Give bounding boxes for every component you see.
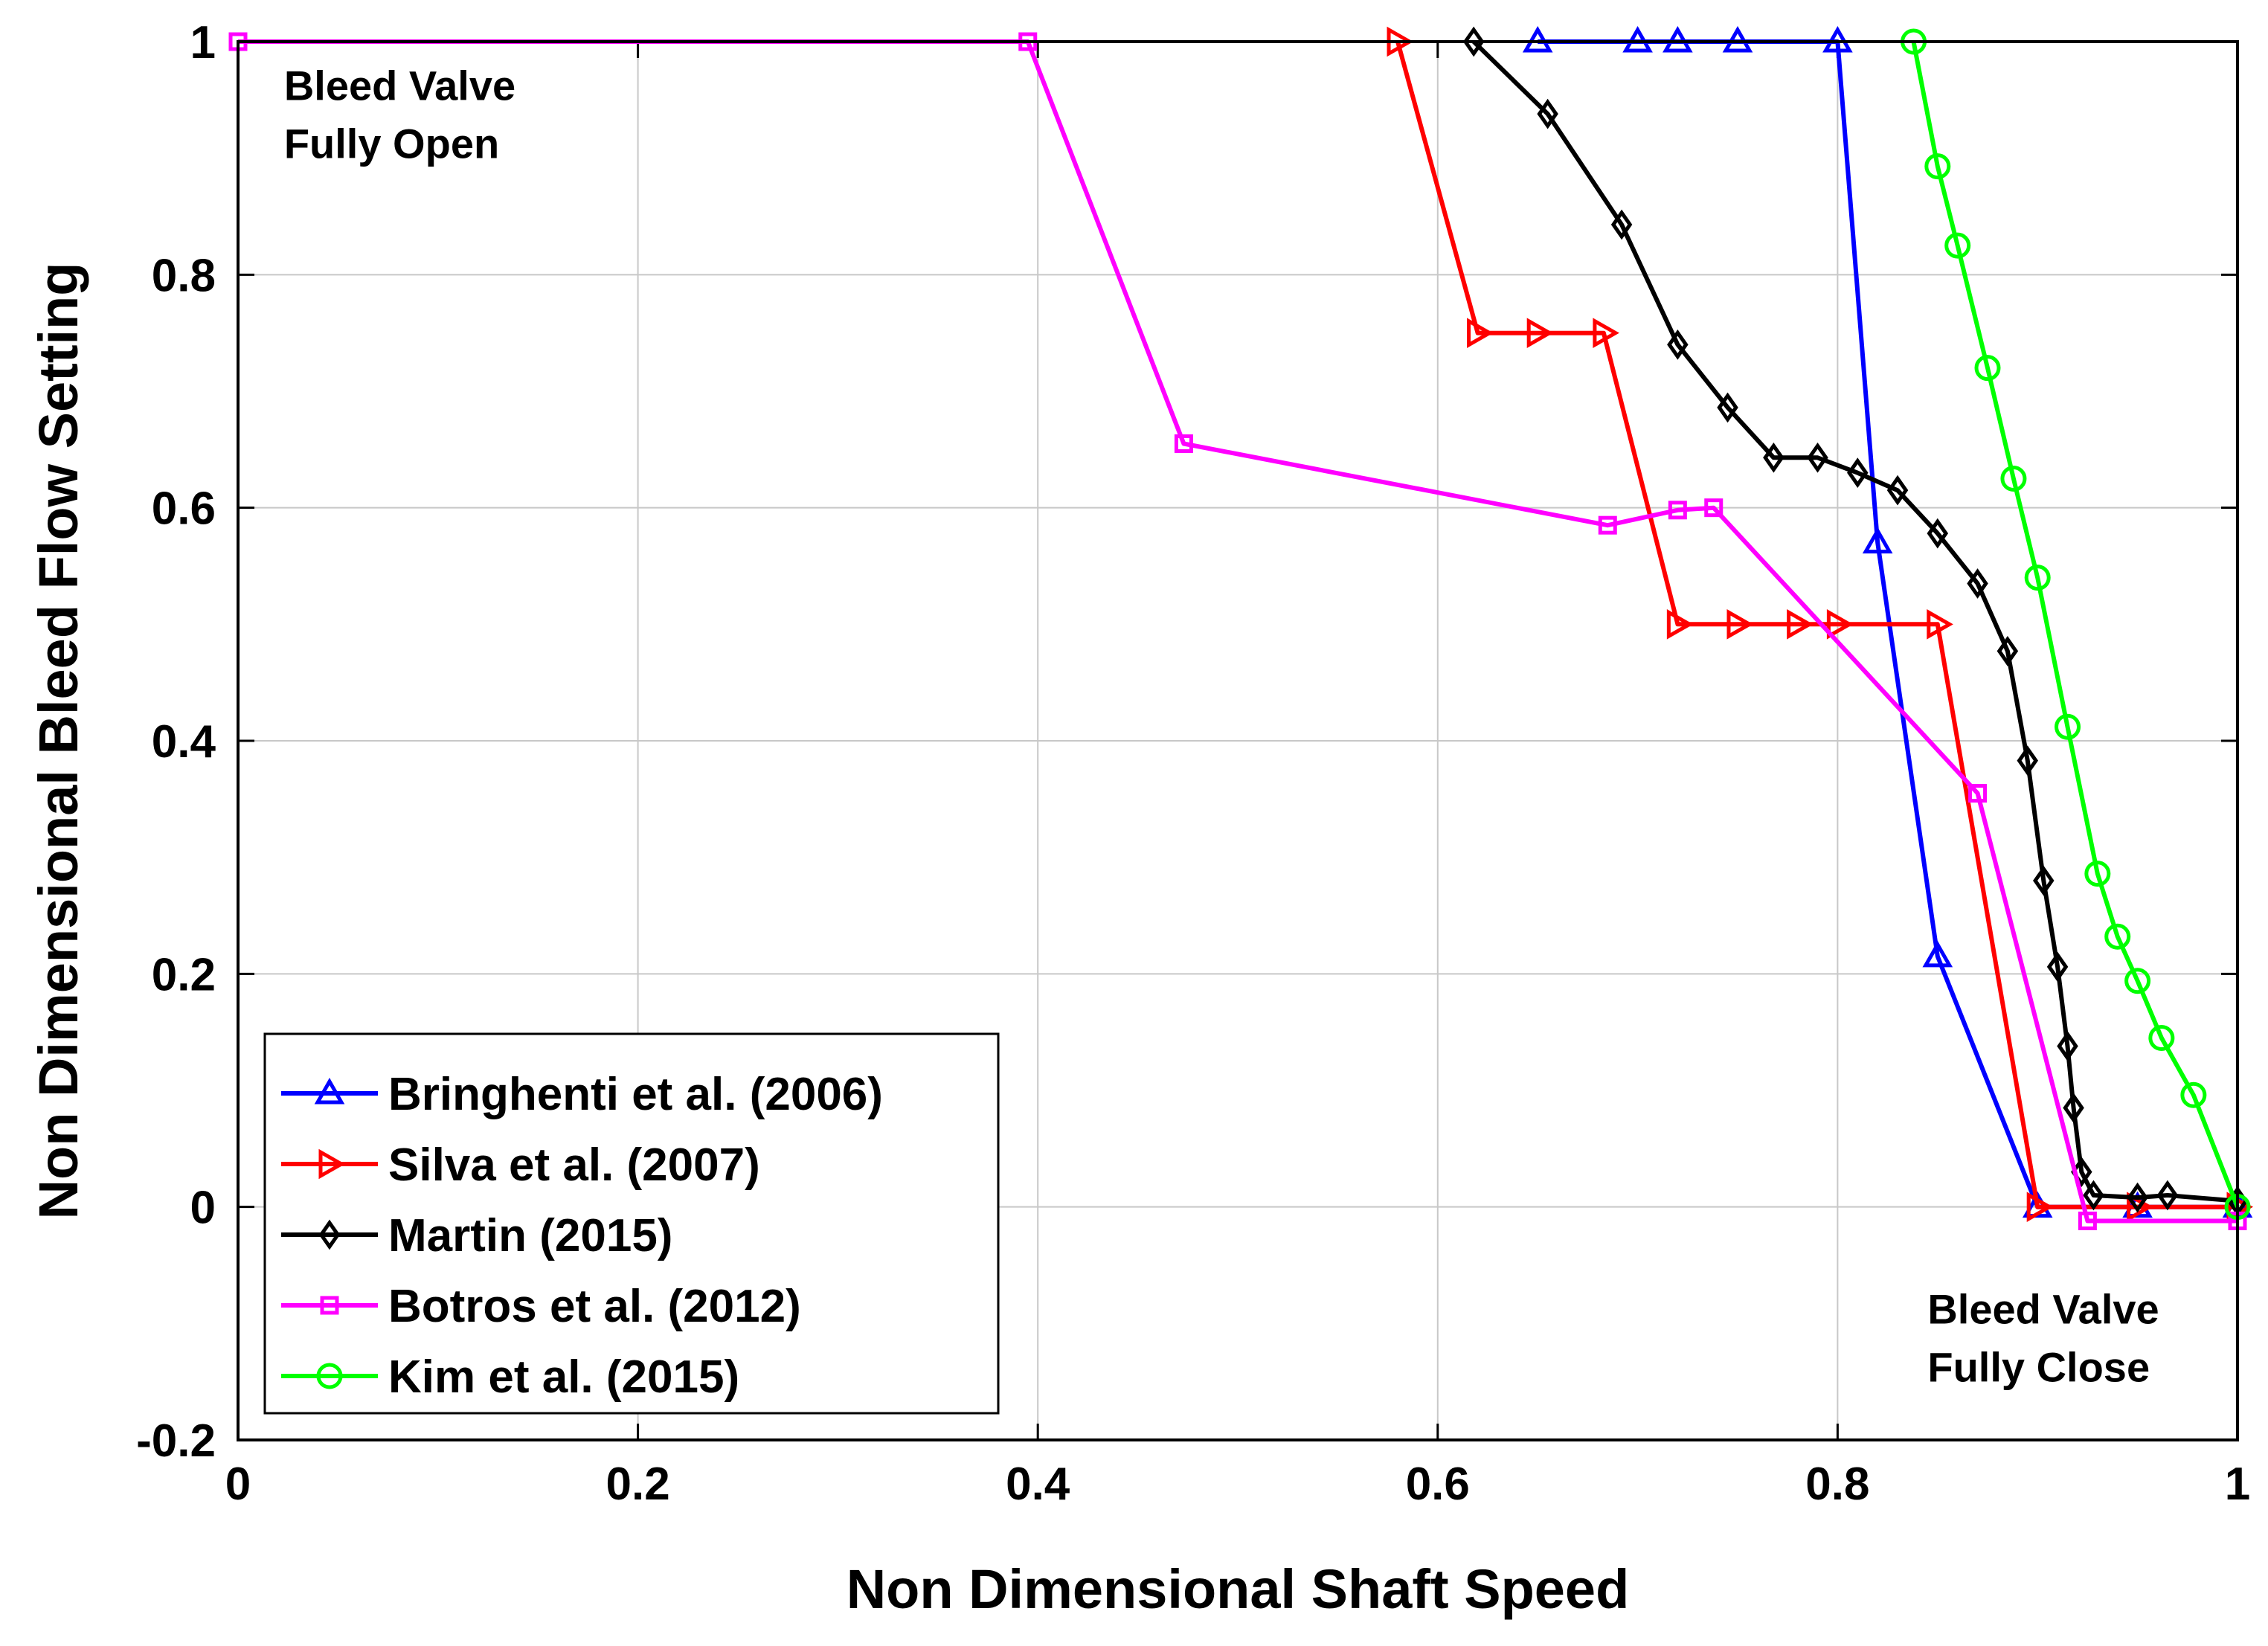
data-point-martin [2156, 1180, 2179, 1211]
data-point-kim [2024, 565, 2051, 591]
annotation-line: Bleed Valve [284, 62, 515, 109]
data-point-martin [2063, 1093, 2084, 1123]
data-point-silva [1593, 318, 1619, 348]
data-point-martin [1717, 392, 1738, 423]
data-point-martin [1667, 329, 1689, 360]
data-point-kim [2124, 968, 2151, 994]
data-point-botros [1668, 501, 1687, 520]
legend-marker [320, 1296, 339, 1315]
data-point-botros [1968, 784, 1988, 803]
y-axis-label: Non Dimensional Bleed Flow Setting [28, 263, 89, 1220]
data-point-martin [2033, 865, 2055, 896]
y-axis-ticks: -0.2 0 0.2 0.4 0.6 0.8 1 [136, 17, 2238, 1467]
legend: Bringhenti et al. (2006) Silva et al. (20… [263, 1032, 1000, 1415]
data-point-botros [1174, 434, 1193, 453]
data-point-bringhenti [1922, 940, 1953, 968]
legend-label: Kim et al. (2015) [388, 1351, 739, 1403]
data-point-silva [2026, 1192, 2054, 1222]
y-tick-label: 0.4 [152, 716, 216, 768]
data-point-martin [2046, 951, 2069, 983]
data-point-botros [2078, 1211, 2097, 1230]
x-tick-label: 0.2 [605, 1459, 669, 1510]
data-point-kim [2104, 923, 2131, 950]
data-point-martin [1927, 518, 1949, 549]
plot-frame [237, 40, 2239, 1441]
data-point-martin [2127, 1182, 2148, 1213]
data-point-martin [1807, 442, 1828, 473]
data-point-martin [2057, 1031, 2078, 1061]
x-tick-label: 0 [225, 1459, 251, 1510]
series-martin [1462, 26, 2249, 1217]
data-point-botros [1704, 498, 1724, 518]
data-point-bringhenti [1862, 527, 1893, 554]
data-point-martin [1847, 457, 1869, 489]
data-point-kim [1974, 355, 2001, 382]
data-point-martin [1537, 98, 1558, 129]
series-line-kim [1911, 41, 2240, 1208]
annotation-line: Fully Close [1927, 1343, 2150, 1390]
legend-marker [316, 1363, 343, 1389]
y-tick-label: -0.2 [136, 1415, 216, 1467]
series-group [228, 25, 2254, 1230]
legend-item-martin: Martin (2015) [281, 1210, 672, 1261]
data-point-kim [2180, 1081, 2207, 1108]
data-point-silva [1826, 609, 1854, 640]
y-tick-label: 0 [190, 1183, 216, 1234]
x-axis-ticks: 0 0.2 0.4 0.6 0.8 1 [225, 42, 2250, 1510]
legend-label: Martin (2015) [388, 1210, 672, 1261]
data-point-botros [1598, 515, 1617, 535]
legend-items: Bringhenti et al. (2006) Silva et al. (20… [281, 1069, 883, 1403]
data-point-silva [1467, 318, 1494, 348]
x-tick-label: 1 [2225, 1459, 2250, 1510]
series-kim [1901, 28, 2251, 1221]
data-point-martin [1886, 475, 1909, 506]
data-point-kim [2000, 466, 2027, 492]
data-point-kim [2084, 861, 2111, 887]
y-tick-label: 0.2 [152, 949, 216, 1000]
legend-marker [318, 1219, 341, 1250]
data-point-martin [1763, 442, 1784, 473]
legend-label: Silva et al. (2007) [388, 1139, 760, 1191]
x-tick-label: 0.4 [1006, 1459, 1070, 1510]
legend-label: Bringhenti et al. (2006) [388, 1069, 883, 1120]
annotation-line: Fully Open [284, 120, 499, 167]
legend-item-botros: Botros et al. (2012) [281, 1281, 801, 1332]
data-point-silva [2127, 1192, 2153, 1222]
legend-marker [314, 1077, 345, 1105]
y-tick-label: 0.6 [152, 483, 216, 535]
data-point-silva [1526, 318, 1554, 348]
data-point-martin [1996, 636, 2019, 666]
legend-item-kim: Kim et al. (2015) [281, 1351, 739, 1403]
legend-item-bringhenti: Bringhenti et al. (2006) [281, 1069, 883, 1120]
annotation-line: Bleed Valve [1927, 1285, 2159, 1332]
data-point-kim [1944, 232, 1971, 259]
data-point-martin [2083, 1180, 2104, 1211]
data-point-kim [2055, 713, 2081, 740]
series-line-botros [238, 39, 2238, 1224]
data-point-martin [1967, 568, 1988, 599]
annotations: Bleed Valve Fully Open Bleed Valve Fully Cl… [284, 62, 2159, 1390]
data-point-martin [1462, 26, 1485, 57]
x-tick-label: 0.6 [1406, 1459, 1470, 1510]
y-tick-label: 0.8 [152, 250, 216, 301]
y-tick-label: 1 [190, 17, 216, 68]
legend-box [263, 1032, 1000, 1415]
data-point-kim [1924, 153, 1951, 180]
series-line-martin [1472, 39, 2238, 1203]
data-point-silva [1666, 609, 1694, 640]
data-point-martin [2017, 745, 2039, 776]
legend-item-silva: Silva et al. (2007) [281, 1139, 760, 1191]
x-tick-label: 0.8 [1805, 1459, 1869, 1510]
x-axis-label: Non Dimensional Shaft Speed [847, 1558, 1630, 1620]
data-point-silva [1726, 609, 1754, 640]
annotation-fully-close: Bleed Valve Fully Close [1927, 1285, 2159, 1390]
data-point-silva [1927, 609, 1953, 640]
annotation-fully-open: Bleed Valve Fully Open [284, 62, 515, 167]
data-point-kim [2148, 1025, 2175, 1051]
data-point-martin [1610, 209, 1633, 240]
legend-marker [318, 1148, 346, 1180]
data-point-silva [1787, 609, 1814, 640]
legend-label: Botros et al. (2012) [388, 1281, 801, 1332]
